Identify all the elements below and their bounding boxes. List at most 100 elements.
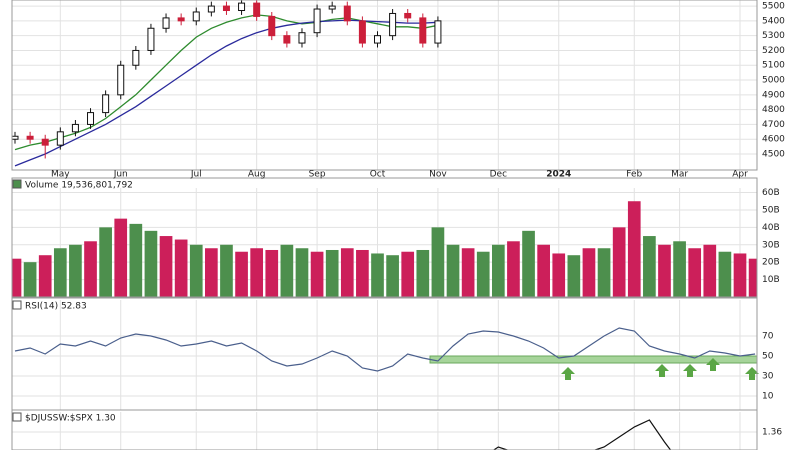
line (492, 419, 672, 450)
candle-body (268, 15, 276, 37)
y-tick-label: 5000 (762, 76, 785, 86)
y-tick-label: 4500 (762, 150, 785, 160)
volume-bar (582, 248, 596, 297)
volume-bar (446, 244, 460, 297)
volume-bar (643, 236, 656, 297)
volume-bar (658, 244, 671, 297)
candle-body (328, 5, 336, 10)
volume-bar (537, 244, 550, 297)
line (14, 14, 439, 151)
volume-bar (53, 248, 67, 297)
y-tick-label: 4800 (762, 105, 785, 115)
y-tick-label: 4600 (762, 135, 785, 145)
volume-bar (12, 258, 22, 297)
arrow (655, 364, 669, 377)
arrows (561, 358, 759, 380)
candle-body (12, 135, 19, 140)
title-box (12, 412, 22, 422)
candle-body (358, 20, 366, 44)
candle-body (87, 112, 95, 125)
candle-body (343, 5, 351, 22)
y-tick-label: 40B (762, 223, 780, 233)
candle-body (207, 5, 215, 13)
x-tick-label: Mar (671, 170, 688, 180)
volume-bar (159, 236, 173, 297)
volume-bar (401, 251, 415, 297)
y-tick-label: 1.36 (762, 428, 782, 438)
volume-bar (688, 248, 702, 297)
title-box (12, 300, 22, 310)
x-tick-label: Apr (732, 170, 748, 180)
volume-bar (99, 227, 112, 297)
y-tick-label: 10B (762, 275, 780, 285)
line (14, 19, 438, 167)
title-box (12, 179, 22, 189)
volume-bar (673, 241, 686, 297)
volume-bar (703, 244, 717, 297)
x-tick-label: 2024 (546, 170, 571, 180)
candle-body (389, 12, 397, 37)
panel-marks (492, 419, 672, 450)
candle-body (238, 2, 246, 12)
volume-bar (431, 227, 445, 297)
volume-bar (507, 241, 520, 297)
volume-bar (567, 255, 581, 297)
panel-marks (14, 327, 756, 372)
candle-body (132, 49, 140, 66)
volume-bar (356, 249, 369, 297)
y-tick-label: 50B (762, 205, 780, 215)
candle-body (374, 35, 381, 44)
arrow (706, 358, 720, 371)
candle-body (162, 17, 170, 29)
panel-title: RSI(14) 52.83 (25, 302, 87, 312)
arrow (745, 367, 759, 380)
x-tick-label: Dec (490, 170, 507, 180)
volume-bar (84, 241, 97, 297)
panel-title: $DJUSSW:$SPX 1.30 (25, 414, 116, 424)
volume-bar (325, 249, 339, 297)
volume-bar (733, 253, 747, 297)
candle-body (117, 64, 125, 96)
candle-body (41, 138, 49, 146)
y-tick-label: 5100 (762, 61, 785, 71)
x-tick-label: Jun (113, 170, 128, 180)
panel-frame (11, 297, 758, 411)
volume-bar (552, 253, 566, 297)
candle-body (283, 35, 291, 44)
line (14, 327, 756, 372)
panel-marks (12, 0, 442, 167)
mark-layer (12, 0, 757, 450)
volume-bar (386, 255, 399, 297)
y-tick-label: 50 (762, 352, 774, 362)
volume-bar (627, 201, 641, 297)
volume-bar (23, 262, 37, 297)
panel-title: Volume 19,536,801,792 (25, 181, 133, 191)
panel-frame (11, 409, 758, 450)
volume-bar (205, 248, 218, 297)
x-tick-label: Oct (370, 170, 386, 180)
volume-bar (416, 249, 430, 297)
y-tick-label: 20B (762, 258, 780, 268)
y-tick-label: 30 (762, 372, 774, 382)
volume-bar (235, 251, 248, 297)
candle-body (419, 17, 427, 44)
y-tick-label: 5400 (762, 16, 785, 26)
y-tick-label: 4700 (762, 120, 785, 130)
y-tick-label: 5300 (762, 31, 785, 41)
volume-bar (189, 244, 203, 297)
x-tick-label: Aug (248, 170, 266, 180)
y-tick-label: 4900 (762, 90, 785, 100)
y-tick-label: 5500 (762, 2, 785, 12)
volume-bar (129, 223, 143, 297)
arrow (561, 367, 575, 380)
y-tick-label: 70 (762, 332, 774, 342)
candle-body (102, 94, 110, 114)
volume-bar (491, 244, 505, 297)
candle-body (177, 17, 185, 22)
volume-bar (461, 248, 475, 297)
candle-body (71, 123, 79, 133)
candle-body (253, 2, 261, 17)
volume-bar (612, 227, 626, 297)
volume-bar (476, 251, 490, 297)
